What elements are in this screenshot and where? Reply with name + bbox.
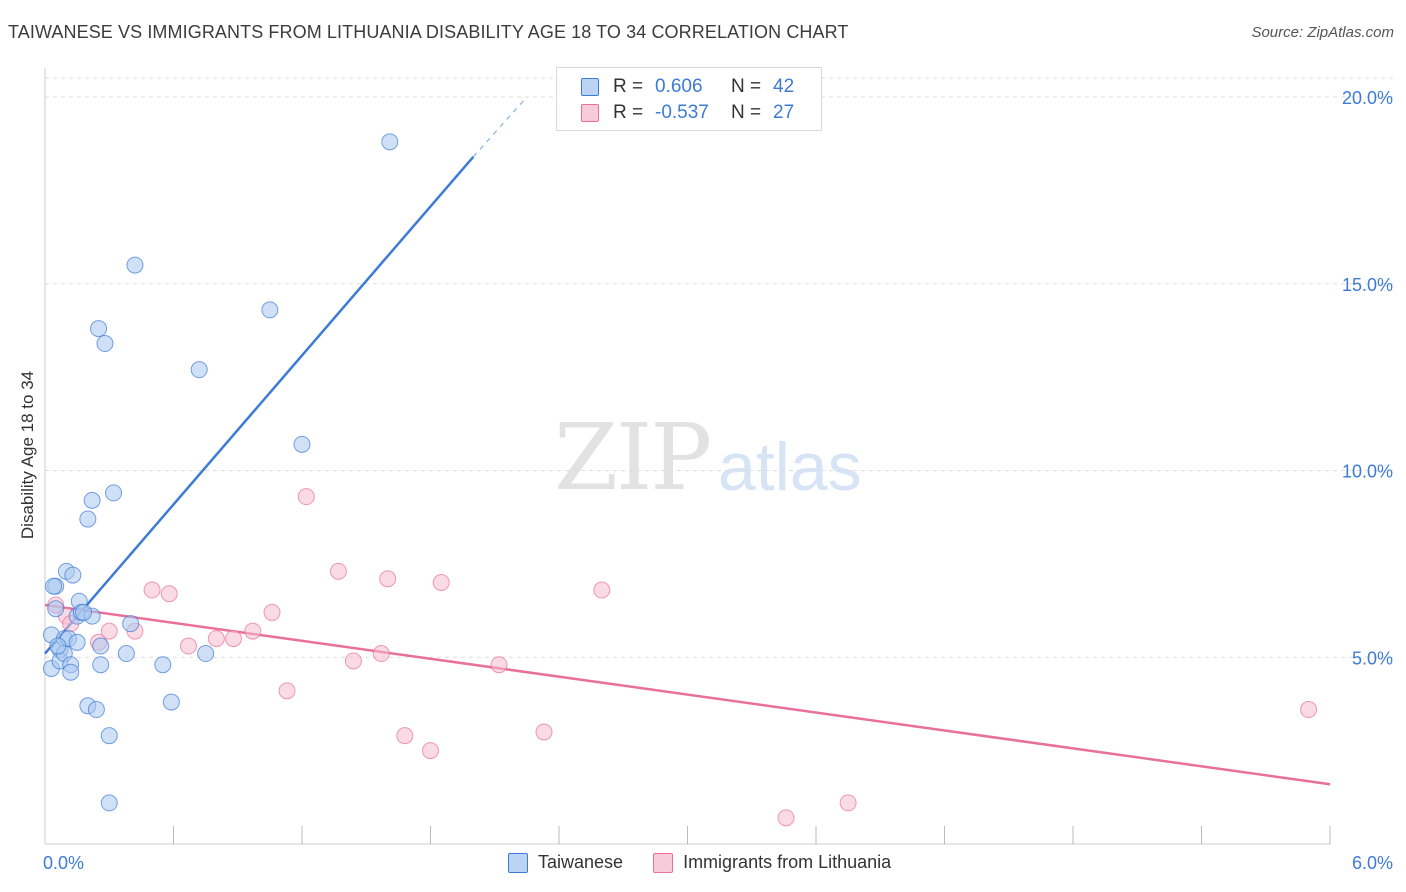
series-legend: Taiwanese Immigrants from Lithuania [508,852,921,873]
point-taiwanese [100,794,118,812]
grid-lines [45,77,1395,658]
point-taiwanese [190,361,208,379]
point-lithuania [179,637,197,655]
point-lithuania [1300,701,1318,719]
y-tick-label: 5.0% [1352,648,1393,668]
r-value: -0.537 [655,102,709,123]
point-lithuania [422,742,439,760]
point-taiwanese [79,510,97,528]
n-label: N = [731,76,762,97]
swatch-pink [653,852,674,873]
swatch-blue [508,852,528,873]
point-taiwanese [87,701,105,719]
point-lithuania [372,645,390,663]
x-tick-label: 6.0% [1352,853,1393,873]
point-taiwanese [68,633,86,651]
point-taiwanese [261,301,279,319]
point-lithuania [297,488,315,506]
point-lithuania [396,727,414,745]
data-points [42,133,1318,827]
y-tick-label: 10.0% [1342,462,1393,482]
point-taiwanese [154,656,172,674]
point-lithuania [278,682,296,700]
swatch-pink [581,104,599,122]
stats-legend: R = 0.606 N = 42 R = -0.537 N = 27 [556,67,822,131]
point-lithuania [224,630,242,648]
point-taiwanese [45,577,63,595]
point-taiwanese [197,645,215,663]
trend-extension-taiwanese [472,96,528,158]
point-lithuania [535,723,553,741]
r-value: 0.606 [655,76,703,97]
legend-label: Immigrants from Lithuania [683,852,892,872]
point-taiwanese [96,335,114,353]
point-lithuania [777,809,795,827]
r-label: R = [613,76,644,97]
point-taiwanese [126,256,144,274]
point-taiwanese [117,645,135,663]
point-taiwanese [381,133,399,151]
watermark-zip: ZIP [554,404,712,511]
point-lithuania [490,656,508,674]
point-taiwanese [162,693,180,711]
point-taiwanese [47,600,65,618]
legend-row-taiwanese: R = 0.606 N = 42 [581,75,794,99]
point-taiwanese [75,603,93,621]
r-label: R = [613,102,644,123]
point-taiwanese [105,484,123,502]
point-taiwanese [293,435,311,453]
legend-row-lithuania: R = -0.537 N = 27 [581,101,794,125]
point-lithuania [344,652,362,670]
point-lithuania [432,574,450,592]
chart-title: TAIWANESE VS IMMIGRANTS FROM LITHUANIA D… [8,22,849,42]
point-lithuania [160,585,178,603]
swatch-blue [581,78,599,96]
point-lithuania [207,630,225,648]
point-taiwanese [100,727,118,745]
point-taiwanese [122,615,140,633]
legend-item-lithuania[interactable]: Immigrants from Lithuania [653,852,891,873]
n-label: N = [731,102,762,123]
point-taiwanese [49,637,67,655]
y-tick-label: 15.0% [1342,275,1393,295]
x-tick-label: 0.0% [43,853,84,873]
point-taiwanese [92,637,110,655]
point-lithuania [263,603,281,621]
axes [44,68,1331,845]
source-label: Source: ZipAtlas.com [1251,24,1394,41]
point-lithuania [100,622,118,640]
trend-lines [44,96,1331,786]
y-tick-label: 20.0% [1342,88,1393,108]
watermark-atlas: atlas [718,429,862,505]
n-value: 42 [773,76,795,97]
point-lithuania [329,562,347,580]
point-taiwanese [62,663,80,681]
legend-item-taiwanese[interactable]: Taiwanese [508,852,623,873]
point-lithuania [143,581,161,599]
point-lithuania [379,570,397,588]
legend-label: Taiwanese [538,852,624,872]
point-taiwanese [83,491,101,509]
point-lithuania [244,622,262,640]
y-axis-label: Disability Age 18 to 34 [18,370,37,540]
point-lithuania [593,581,611,599]
point-taiwanese [90,320,108,338]
point-taiwanese [64,566,82,584]
tick-labels: 5.0% 10.0% 15.0% 20.0% 0.0% 6.0% [43,88,1393,873]
trend-line-taiwanese [44,155,475,655]
point-lithuania [839,794,857,812]
n-value: 27 [773,102,795,123]
point-taiwanese [92,656,110,674]
